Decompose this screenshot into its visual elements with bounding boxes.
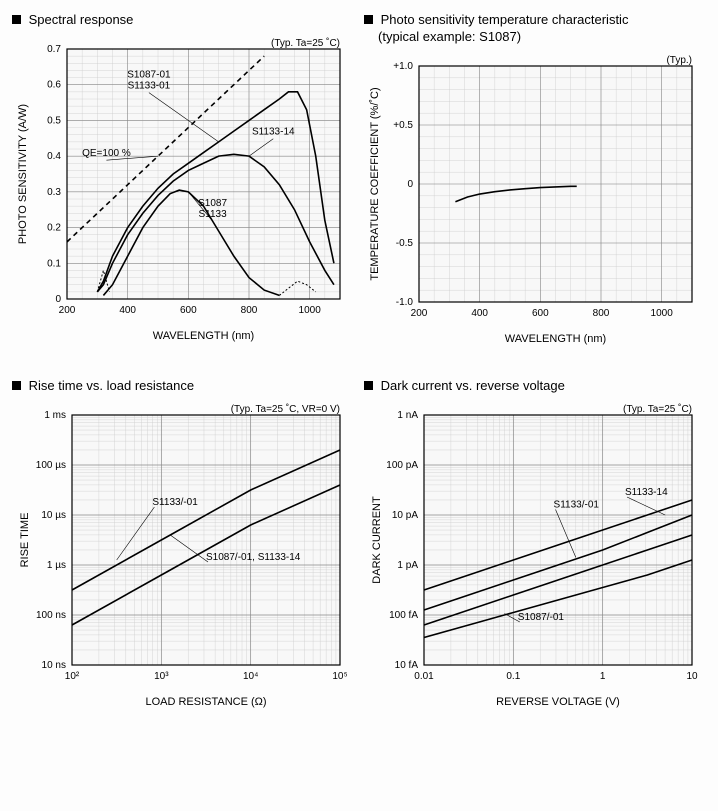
- svg-text:10²: 10²: [65, 671, 80, 682]
- svg-text:RISE TIME: RISE TIME: [19, 512, 31, 567]
- svg-text:100 pA: 100 pA: [386, 460, 418, 471]
- svg-text:1 ms: 1 ms: [44, 410, 66, 421]
- chart-svg: 10² 10³ 10⁴ 10⁵ 10 ns 100 ns 1 µs 10 µs 100 µs 1 …: [12, 401, 352, 711]
- square-icon: [12, 15, 21, 24]
- svg-text:600: 600: [180, 305, 197, 316]
- svg-text:WAVELENGTH (nm): WAVELENGTH (nm): [153, 330, 254, 342]
- svg-text:10 µs: 10 µs: [41, 510, 66, 521]
- svg-text:S1133-14: S1133-14: [252, 127, 295, 138]
- svg-text:10⁴: 10⁴: [243, 671, 258, 682]
- svg-text:1 nA: 1 nA: [397, 410, 418, 421]
- svg-text:100 fA: 100 fA: [389, 610, 418, 621]
- svg-text:0.5: 0.5: [47, 115, 61, 126]
- svg-text:0.1: 0.1: [47, 258, 61, 269]
- panel-title: Rise time vs. load resistance: [12, 378, 354, 395]
- panel-dark-current: Dark current vs. reverse voltage 0.01 0.1…: [364, 378, 706, 711]
- svg-text:(Typ. Ta=25 ˚C): (Typ. Ta=25 ˚C): [623, 403, 692, 415]
- svg-text:+0.5: +0.5: [393, 120, 413, 131]
- panel-title: Photo sensitivity temperature characteri…: [364, 12, 706, 46]
- svg-text:10³: 10³: [154, 671, 169, 682]
- svg-text:S1087-01: S1087-01: [127, 69, 171, 80]
- svg-text:(Typ. Ta=25 ˚C): (Typ. Ta=25 ˚C): [271, 37, 340, 49]
- svg-text:0.7: 0.7: [47, 44, 61, 55]
- svg-text:400: 400: [471, 308, 488, 319]
- svg-text:1000: 1000: [299, 305, 322, 316]
- svg-text:0.1: 0.1: [506, 671, 520, 682]
- svg-text:100 ns: 100 ns: [36, 610, 66, 621]
- title-text: Rise time vs. load resistance: [29, 378, 194, 393]
- svg-text:10 fA: 10 fA: [395, 660, 419, 671]
- svg-text:0: 0: [407, 179, 413, 190]
- chart-svg: 200 400 600 800 1000 0 0.1 0.2 0.3 0.4 0.5 0.6 0.7 S1…: [12, 35, 352, 345]
- svg-text:TEMPERATURE COEFFICIENT (%/˚C): TEMPERATURE COEFFICIENT (%/˚C): [369, 87, 381, 280]
- svg-text:WAVELENGTH (nm): WAVELENGTH (nm): [505, 333, 606, 345]
- chart-area: 10² 10³ 10⁴ 10⁵ 10 ns 100 ns 1 µs 10 µs 100 µs 1 …: [12, 401, 352, 711]
- svg-text:S1133: S1133: [199, 209, 228, 220]
- title-text-line1: Photo sensitivity temperature characteri…: [381, 12, 629, 27]
- svg-text:PHOTO SENSITIVITY (A/W): PHOTO SENSITIVITY (A/W): [17, 104, 29, 244]
- svg-text:S1133-01: S1133-01: [128, 80, 171, 91]
- svg-text:S1087: S1087: [198, 198, 227, 209]
- svg-text:0: 0: [55, 294, 61, 305]
- svg-text:10 pA: 10 pA: [392, 510, 418, 521]
- svg-text:S1133/-01: S1133/-01: [152, 497, 198, 508]
- chart-svg: 0.01 0.1 1 10 10 fA 100 fA 1 pA 10 pA 100 pA 1 nA…: [364, 401, 704, 711]
- panel-rise-time: Rise time vs. load resistance 10²10³10⁴1…: [12, 378, 354, 711]
- square-icon: [364, 381, 373, 390]
- svg-text:REVERSE VOLTAGE (V): REVERSE VOLTAGE (V): [496, 696, 620, 708]
- svg-text:10⁵: 10⁵: [332, 671, 347, 682]
- svg-text:10 ns: 10 ns: [42, 660, 66, 671]
- svg-text:800: 800: [593, 308, 610, 319]
- panel-spectral-response: Spectral response 200 400 600 800 1000 0 0.1 0.…: [12, 12, 354, 348]
- svg-text:0.2: 0.2: [47, 222, 61, 233]
- svg-text:QE=100 %: QE=100 %: [82, 148, 131, 159]
- svg-text:S1087/-01, S1133-14: S1087/-01, S1133-14: [206, 552, 301, 563]
- chart-area: 0.01 0.1 1 10 10 fA 100 fA 1 pA 10 pA 100 pA 1 nA…: [364, 401, 704, 711]
- panel-temp-coeff: Photo sensitivity temperature characteri…: [364, 12, 706, 348]
- svg-text:1 µs: 1 µs: [47, 560, 66, 571]
- svg-text:100 µs: 100 µs: [36, 460, 66, 471]
- chart-area: 200 400 600 800 1000 0 0.1 0.2 0.3 0.4 0.5 0.6 0.7 S1…: [12, 35, 352, 345]
- panel-title: Dark current vs. reverse voltage: [364, 378, 706, 395]
- square-icon: [364, 15, 373, 24]
- svg-text:1000: 1000: [651, 308, 674, 319]
- title-text: Spectral response: [29, 12, 134, 27]
- svg-text:S1087/-01: S1087/-01: [518, 612, 565, 623]
- svg-text:600: 600: [532, 308, 549, 319]
- svg-text:800: 800: [241, 305, 258, 316]
- svg-text:S1133-14: S1133-14: [625, 487, 668, 498]
- svg-text:-1.0: -1.0: [396, 297, 414, 308]
- title-text-line2: (typical example: S1087): [378, 29, 521, 44]
- chart-grid: Spectral response 200400600800100000.10.…: [12, 12, 706, 711]
- svg-text:0.4: 0.4: [47, 151, 61, 162]
- svg-text:(Typ. Ta=25 ˚C, VR=0 V): (Typ. Ta=25 ˚C, VR=0 V): [231, 403, 340, 415]
- svg-text:200: 200: [411, 308, 428, 319]
- svg-text:S1133/-01: S1133/-01: [554, 499, 600, 510]
- svg-text:(Typ.): (Typ.): [666, 55, 692, 66]
- svg-text:0.01: 0.01: [414, 671, 434, 682]
- chart-area: 200 400 600 800 1000 -1.0 -0.5 0 +0.5 +1.0 WAVELEN…: [364, 52, 704, 348]
- svg-text:10: 10: [686, 671, 698, 682]
- chart-svg: 200 400 600 800 1000 -1.0 -0.5 0 +0.5 +1.0 WAVELEN…: [364, 52, 704, 348]
- svg-text:200: 200: [59, 305, 76, 316]
- svg-text:0.3: 0.3: [47, 187, 61, 198]
- svg-text:400: 400: [119, 305, 136, 316]
- title-text: Dark current vs. reverse voltage: [381, 378, 565, 393]
- svg-text:1 pA: 1 pA: [397, 560, 418, 571]
- svg-text:1: 1: [600, 671, 606, 682]
- svg-text:LOAD RESISTANCE (Ω): LOAD RESISTANCE (Ω): [145, 696, 266, 708]
- panel-title: Spectral response: [12, 12, 354, 29]
- square-icon: [12, 381, 21, 390]
- svg-text:+1.0: +1.0: [393, 61, 413, 72]
- svg-text:-0.5: -0.5: [396, 238, 414, 249]
- svg-text:0.6: 0.6: [47, 80, 61, 91]
- svg-text:DARK CURRENT: DARK CURRENT: [371, 496, 383, 584]
